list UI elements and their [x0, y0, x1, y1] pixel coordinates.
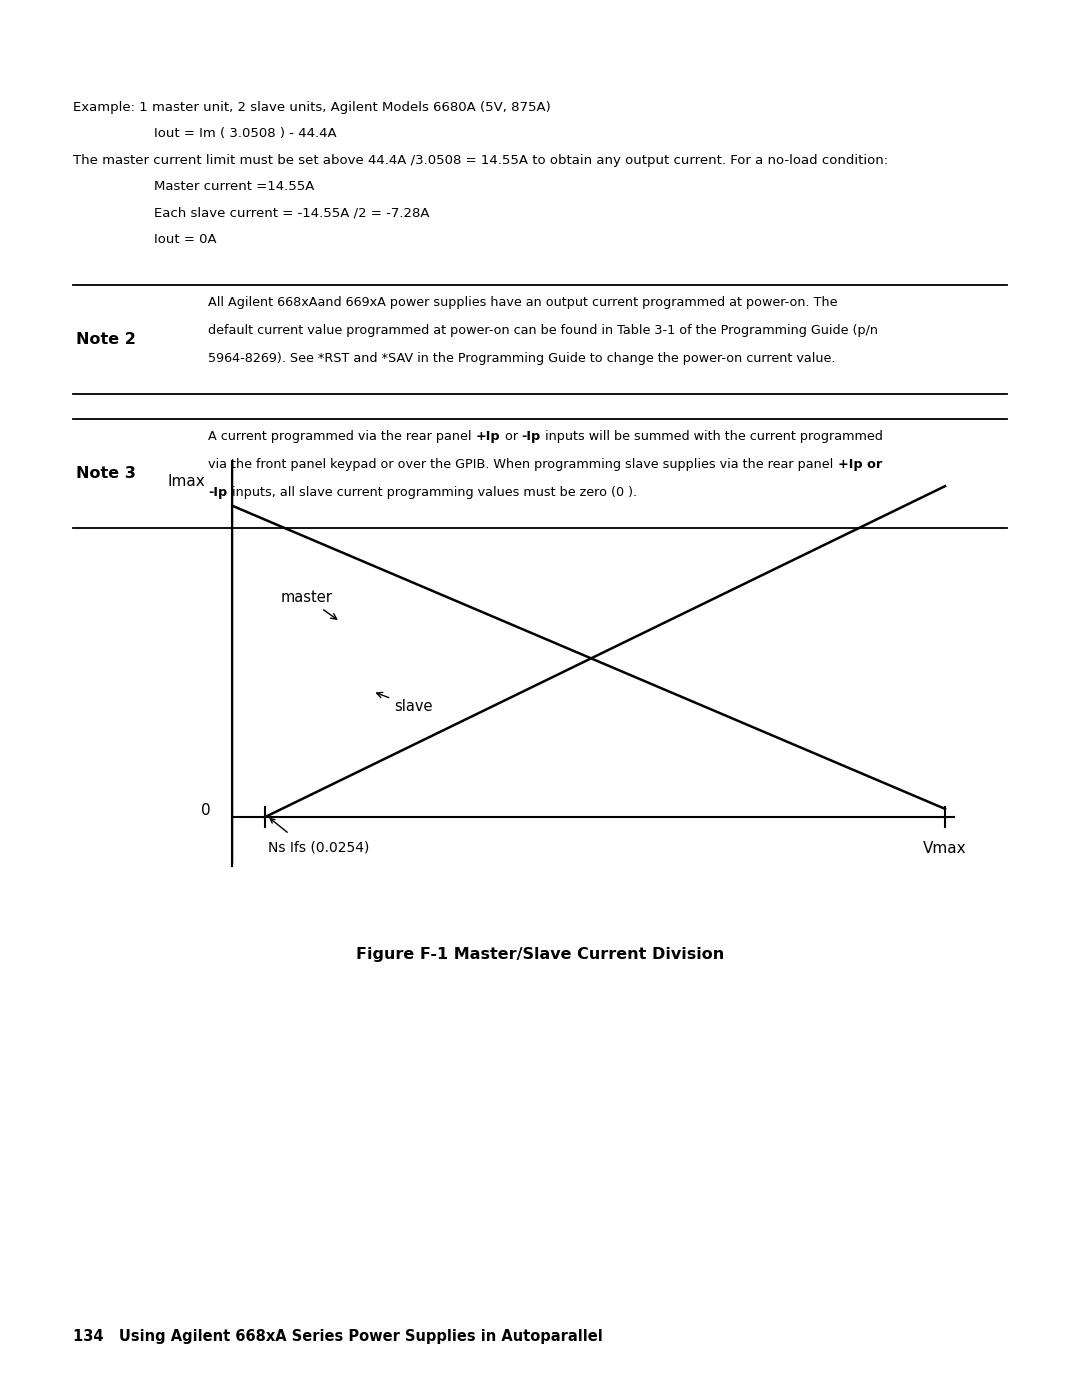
Text: 134   Using Agilent 668xA Series Power Supplies in Autoparallel: 134 Using Agilent 668xA Series Power Sup…: [73, 1329, 604, 1344]
Text: +Ip or: +Ip or: [838, 458, 882, 471]
Text: All Agilent 668xAand 669xA power supplies have an output current programmed at p: All Agilent 668xAand 669xA power supplie…: [208, 296, 838, 309]
Text: inputs, all slave current programming values must be zero (0 ).: inputs, all slave current programming va…: [228, 486, 637, 499]
Text: inputs will be summed with the current programmed: inputs will be summed with the current p…: [541, 430, 882, 443]
Text: A current programmed via the rear panel: A current programmed via the rear panel: [208, 430, 476, 443]
Text: Ns Ifs (0.0254): Ns Ifs (0.0254): [268, 841, 369, 855]
Text: default current value programmed at power-on can be found in Table 3-1 of the Pr: default current value programmed at powe…: [208, 324, 878, 337]
Text: Note 3: Note 3: [76, 467, 135, 481]
Text: Vmax: Vmax: [923, 841, 967, 856]
Text: -Ip: -Ip: [208, 486, 228, 499]
Text: The master current limit must be set above 44.4A /3.0508 = 14.55A to obtain any : The master current limit must be set abo…: [73, 154, 889, 166]
Text: or: or: [500, 430, 522, 443]
Text: master: master: [281, 591, 337, 619]
Text: Imax: Imax: [167, 474, 205, 489]
Text: Iout = Im ( 3.0508 ) - 44.4A: Iout = Im ( 3.0508 ) - 44.4A: [154, 127, 337, 140]
Text: via the front panel keypad or over the GPIB. When programming slave supplies via: via the front panel keypad or over the G…: [208, 458, 838, 471]
Text: Master current =14.55A: Master current =14.55A: [154, 180, 314, 193]
Text: slave: slave: [377, 693, 433, 714]
Text: +Ip: +Ip: [476, 430, 500, 443]
Text: Example: 1 master unit, 2 slave units, Agilent Models 6680A (5V, 875A): Example: 1 master unit, 2 slave units, A…: [73, 101, 551, 113]
Text: -Ip: -Ip: [522, 430, 541, 443]
Text: 5964-8269). See *RST and *SAV in the Programming Guide to change the power-on cu: 5964-8269). See *RST and *SAV in the Pro…: [208, 352, 836, 365]
Text: Note 2: Note 2: [76, 332, 135, 346]
Text: Figure F-1 Master/Slave Current Division: Figure F-1 Master/Slave Current Division: [356, 947, 724, 963]
Text: Each slave current = -14.55A /2 = -7.28A: Each slave current = -14.55A /2 = -7.28A: [154, 207, 430, 219]
Text: 0: 0: [201, 803, 211, 817]
Text: Iout = 0A: Iout = 0A: [154, 233, 217, 246]
